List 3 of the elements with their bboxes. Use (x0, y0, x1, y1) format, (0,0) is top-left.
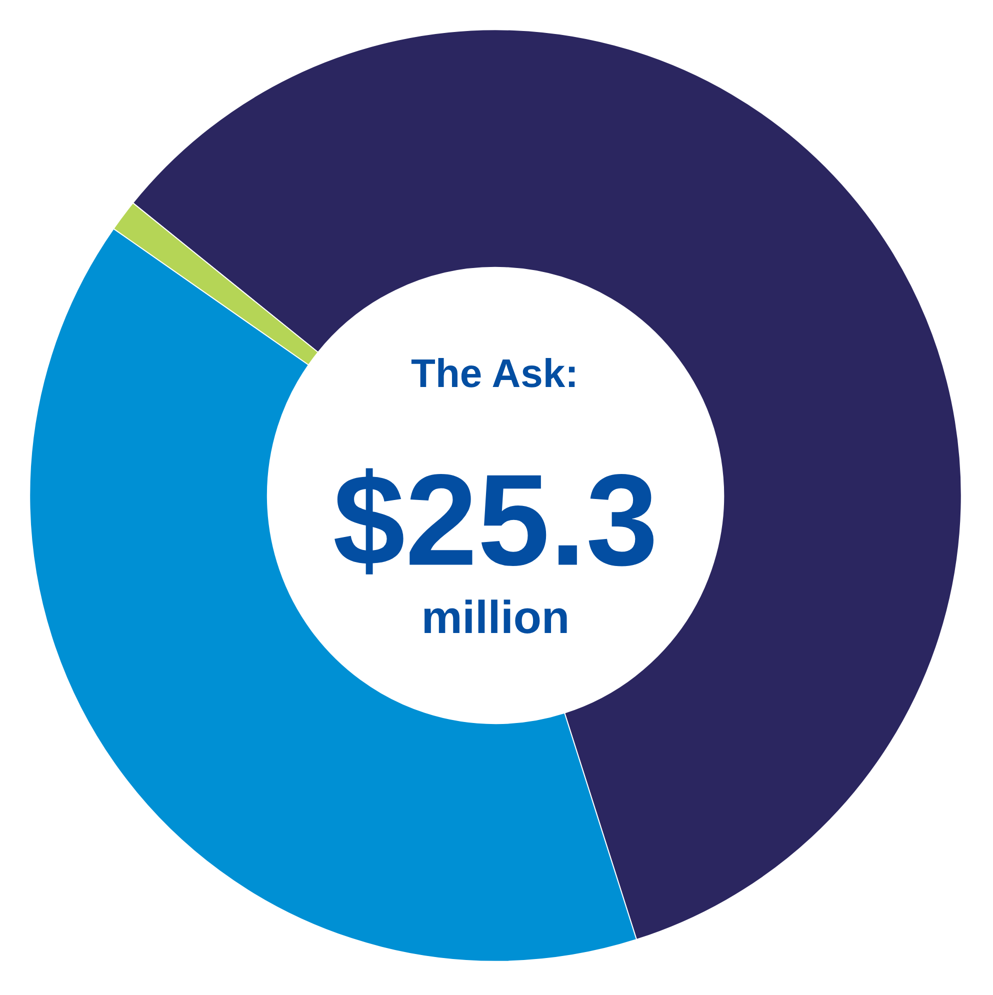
text: The Ask: (411, 352, 578, 396)
text: million (421, 590, 570, 643)
text: $25.3 (332, 446, 658, 593)
